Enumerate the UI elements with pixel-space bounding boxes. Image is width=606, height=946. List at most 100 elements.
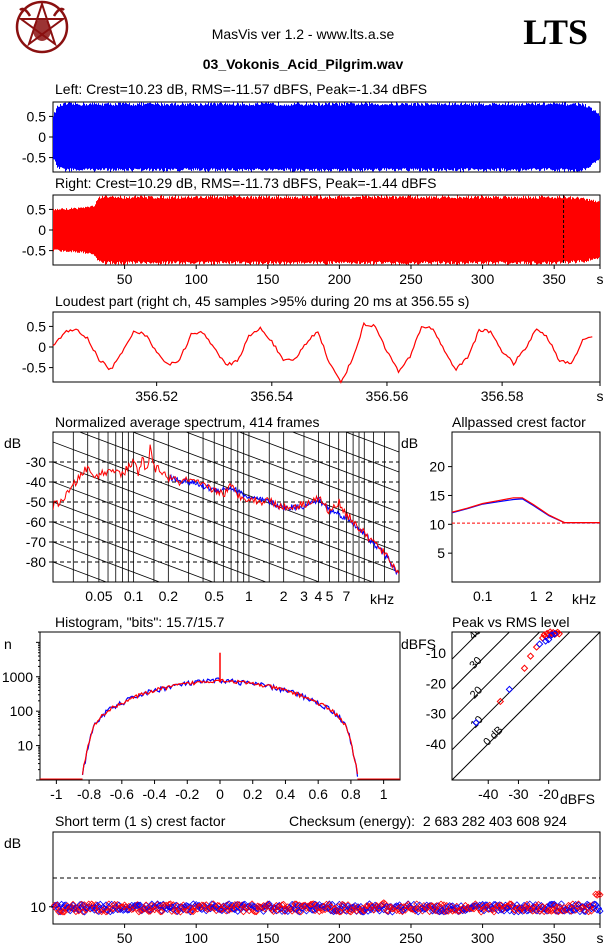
peak-rms-ytick-label: -10 [426, 645, 446, 661]
short-term-point-red [530, 903, 538, 911]
peak-rms-ylabel: dBFS [401, 636, 436, 652]
file-name: 03_Vokonis_Acid_Pilgrim.wav [203, 56, 404, 72]
spectrum-xtick-label: 0.1 [124, 588, 144, 604]
peak-rms-diagonal-label: 30 [467, 655, 484, 672]
short-term-point-red [540, 908, 548, 916]
spectrum-slope [53, 622, 399, 752]
spectrum-ylabel: dB [4, 435, 21, 451]
peak-rms-diagonal [452, 632, 600, 780]
short_term-xtick-label: 50 [117, 930, 133, 946]
short-term-point-blue [148, 900, 156, 908]
short-term-point-red [398, 907, 406, 916]
short-term-point-red [393, 906, 401, 915]
short-term-point-red [128, 905, 136, 914]
histogram-right-line [81, 678, 359, 775]
short-term-point-blue [596, 907, 604, 915]
right-xtick-label: s [597, 271, 604, 287]
allpass-ytick-label: 10 [429, 516, 445, 532]
loudest-ytick-label: 0 [38, 339, 46, 355]
right-ytick-label: -0.5 [22, 243, 46, 259]
right-ytick-label: 0 [38, 222, 46, 238]
peak-rms-point-blue [544, 635, 553, 644]
short-term-point-red [408, 905, 416, 913]
spectrum-xtick-label: 0.05 [85, 588, 112, 604]
short-term-point-red [494, 902, 502, 910]
short-term-point-blue [553, 907, 561, 915]
short-term-point-blue [234, 907, 242, 915]
peak-rms-xlabel: dBFS [560, 791, 595, 807]
histogram-ylabel: n [4, 636, 12, 652]
allpass-xtick-label: 0.1 [473, 588, 493, 604]
short-term-point-blue [580, 907, 588, 915]
peak-rms-diagonal-label: 10 [469, 714, 486, 731]
spectrum-xtick-label: 7 [343, 588, 351, 604]
short-term-point-blue [80, 908, 89, 916]
loudest-part-line [52, 321, 593, 384]
peak-rms-diagonal-label: 20 [468, 684, 485, 701]
short-term-point-red [344, 901, 352, 909]
short-term-point-red [589, 901, 597, 909]
short-term-point-blue [252, 904, 260, 912]
short-term-point-red [418, 907, 427, 915]
short-term-point-red [222, 907, 230, 915]
allpass-title: Allpassed crest factor [452, 414, 586, 430]
allpass-ytick-label: 15 [429, 487, 445, 503]
short-term-point-red [456, 907, 464, 915]
short-term-point-red [388, 905, 396, 913]
short-term-point-red [297, 908, 305, 916]
spectrum-slope [53, 642, 399, 772]
spectrum-xlabel: kHz [370, 591, 394, 607]
short-term-point-red [519, 904, 527, 912]
histogram-xtick-label: 0.8 [341, 786, 361, 802]
short-term-point-blue [174, 907, 182, 916]
short-term-point-red [308, 900, 316, 908]
short-term-ylabel: dB [4, 835, 21, 851]
short-term-point-red [562, 906, 570, 914]
short-term-point-blue [295, 908, 303, 916]
histogram-xtick-label: -0.8 [77, 786, 101, 802]
short-term-point-red [287, 905, 295, 913]
short_term-xtick-label: 300 [471, 930, 495, 946]
spectrum-slope [53, 441, 399, 573]
short-term-point-red [133, 901, 142, 909]
short-term-point-blue [102, 901, 110, 909]
short-term-point-red [527, 905, 535, 913]
allpass-xlabel: kHz [572, 591, 596, 607]
short-term-point-red [347, 908, 355, 916]
short-term-point-blue [113, 905, 122, 914]
short-term-point-red [78, 900, 86, 908]
peak-rms-point-blue [547, 631, 556, 639]
allpass-ytick-label: 5 [437, 545, 445, 561]
peak-rms-point-blue [505, 685, 514, 694]
allpass-frame [451, 431, 601, 583]
short-term-point-red [321, 906, 329, 914]
short-term-point-blue [138, 907, 146, 915]
short-term-point-blue [208, 900, 216, 908]
allpass-left-line [451, 498, 600, 524]
short-term-point-red [142, 901, 150, 909]
peak-rms-diagonal [452, 632, 541, 721]
peak-rms-point-blue [541, 637, 550, 645]
short_term-xtick-label: 350 [542, 930, 566, 946]
spectrum-title: Normalized average spectrum, 414 frames [55, 414, 320, 430]
peak_rms-frame [451, 631, 601, 781]
spectrum-xtick-label: 1 [245, 588, 253, 604]
short_term-xtick-label: 200 [328, 930, 352, 946]
histogram-xtick-label: 0.6 [308, 786, 328, 802]
histogram-xtick-label: 0.4 [276, 786, 296, 802]
short-term-point-blue [133, 902, 142, 910]
allpass-ytick-label: 20 [429, 459, 445, 475]
allpass-xtick-label: 2 [545, 588, 553, 604]
loudest-xtick-label: s [597, 388, 604, 404]
loudest-frame [52, 311, 601, 383]
loudest-xtick-label: 356.54 [250, 388, 293, 404]
spectrum-grid [53, 432, 399, 772]
right-xtick-label: 250 [399, 271, 423, 287]
short-term-point-red [569, 900, 577, 908]
spectrum-xtick-label: 0.5 [204, 588, 224, 604]
histogram-title: Histogram, "bits": 15.7/15.7 [55, 614, 225, 630]
short-term-point-red [461, 901, 469, 910]
short-term-point-blue [184, 902, 192, 910]
short-term-point-blue [420, 905, 428, 913]
short-term-point-blue [163, 905, 172, 914]
